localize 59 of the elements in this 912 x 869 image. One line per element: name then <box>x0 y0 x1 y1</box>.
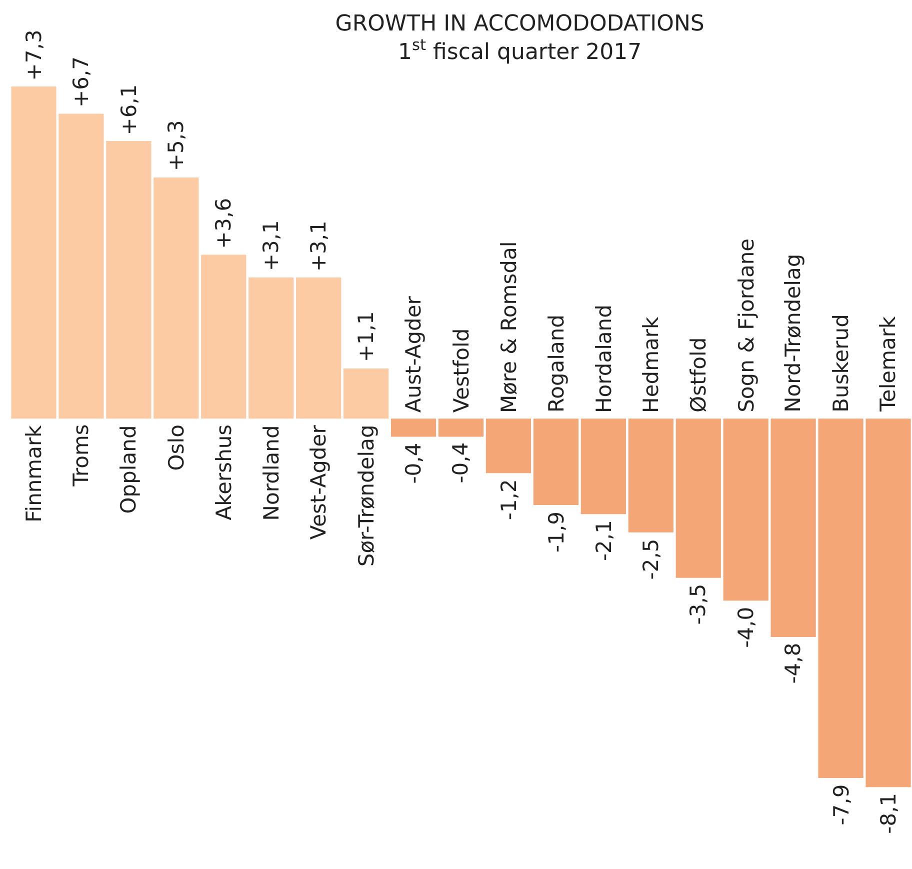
data-label: +5,3 <box>164 120 188 172</box>
bar <box>486 418 532 474</box>
x-tick-label: Oppland <box>116 425 141 514</box>
bar <box>390 418 436 437</box>
bar <box>770 418 816 637</box>
bar <box>154 177 199 419</box>
bar <box>344 368 389 419</box>
x-tick-label: Buskerud <box>829 314 854 412</box>
bar <box>248 278 294 419</box>
x-tick-label: Rogaland <box>544 314 568 413</box>
data-label: +7,3 <box>22 30 46 81</box>
bar <box>676 418 721 578</box>
data-label: +3,1 <box>306 220 331 272</box>
x-tick-label: Sør-Trøndelag <box>354 424 378 567</box>
text: 1$^{st}$ fiscal quarter 2017 <box>398 36 642 66</box>
data-label: -0,4 <box>401 442 426 484</box>
x-tick-label: Vest-Agder <box>306 424 330 540</box>
x-tick-label: Aust-Agder <box>401 296 426 413</box>
x-tick-label: Nordland <box>260 425 284 521</box>
data-label: +6,7 <box>68 56 93 108</box>
x-tick-label: Finnmark <box>22 424 46 522</box>
x-tick-label: Vestfold <box>449 328 474 413</box>
bar <box>11 86 56 419</box>
x-tick-label: Telemark <box>876 315 900 412</box>
data-label: -2,1 <box>592 520 616 562</box>
bar <box>58 114 104 419</box>
bar <box>628 418 674 532</box>
x-tick-label: Nord-Trøndelag <box>781 254 806 412</box>
data-label: -2,5 <box>639 538 664 580</box>
bar <box>106 141 152 419</box>
x-tick-label: Møre & Romsdal <box>496 241 521 414</box>
x-tick-label: Hedmark <box>638 316 663 413</box>
bar <box>533 418 578 506</box>
x-tick-label: Akershus <box>212 424 236 520</box>
bar <box>201 254 246 419</box>
x-tick-label: Troms <box>69 424 94 488</box>
bar <box>438 418 484 437</box>
data-label: -7,9 <box>829 784 854 826</box>
data-label: -1,9 <box>544 511 568 552</box>
bar <box>818 418 864 778</box>
data-label: -0,4 <box>448 442 473 484</box>
bar <box>866 418 911 788</box>
x-tick-label: Sogn & Fjordane <box>734 238 758 412</box>
data-label: +1,1 <box>354 311 378 362</box>
x-tick-label: Østfold <box>686 337 710 412</box>
x-tick-label: Hordaland <box>592 304 616 413</box>
bar <box>296 278 342 419</box>
data-label: +6,1 <box>117 84 142 136</box>
bar <box>580 418 626 514</box>
data-label: -8,1 <box>876 792 901 834</box>
data-label: +3,6 <box>211 198 236 249</box>
data-label: -3,5 <box>686 584 710 625</box>
x-tick-label: Oslo <box>164 424 189 471</box>
data-label: -4,0 <box>734 606 758 648</box>
data-label: -1,2 <box>496 479 521 520</box>
data-label: +3,1 <box>259 220 284 272</box>
data-label: -4,8 <box>780 642 805 684</box>
bar <box>723 418 768 601</box>
text: GROWTH IN ACCOMODODATIONS <box>335 11 704 36</box>
